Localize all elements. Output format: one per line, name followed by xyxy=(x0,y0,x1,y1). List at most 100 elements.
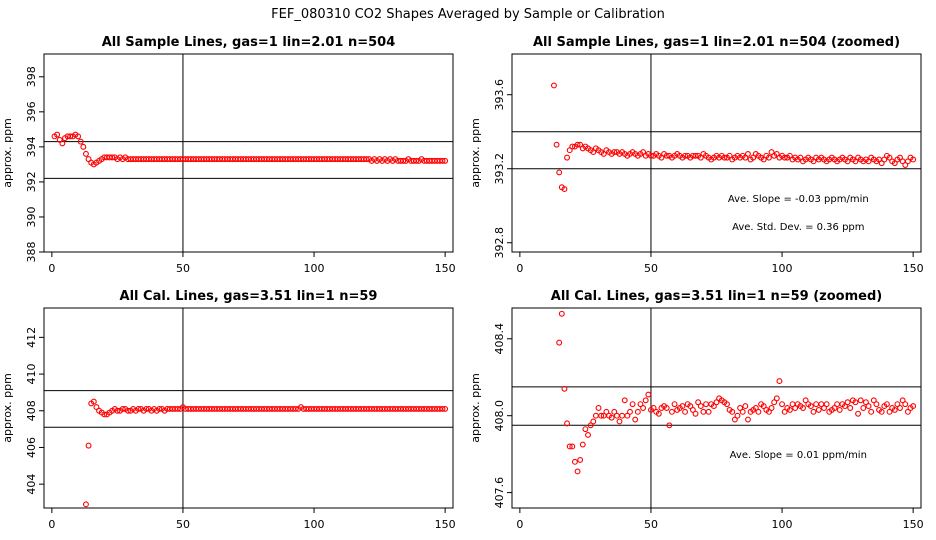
data-point xyxy=(745,416,751,423)
data-point xyxy=(894,401,901,408)
x-tick-label: 100 xyxy=(772,262,793,275)
data-point xyxy=(655,410,662,417)
data-point xyxy=(695,399,702,406)
chart-panel-4: All Cal. Lines, gas=3.51 lin=1 n=59 (zoo… xyxy=(469,289,924,531)
x-tick-label: 150 xyxy=(435,262,456,275)
data-point xyxy=(729,408,736,415)
data-point xyxy=(836,406,843,413)
data-point xyxy=(632,416,639,423)
data-point xyxy=(682,408,688,415)
data-point xyxy=(792,405,799,411)
data-point xyxy=(870,397,877,404)
y-tick-label: 392.8 xyxy=(493,227,506,259)
data-point xyxy=(648,152,654,159)
panels: All Sample Lines, gas=1 lin=2.01 n=504 0 5… xyxy=(1,35,924,531)
y-tick-label: 407.6 xyxy=(493,477,506,509)
data-points xyxy=(550,82,917,193)
data-point xyxy=(671,401,678,408)
y-axis-label: approx. ppm xyxy=(469,373,482,443)
data-point xyxy=(682,152,688,159)
plot-frame xyxy=(511,53,922,253)
x-tick-label: 50 xyxy=(644,518,658,531)
data-point xyxy=(713,399,720,406)
y-tick-label: 408.0 xyxy=(493,400,506,432)
data-point xyxy=(886,408,893,415)
data-point xyxy=(768,405,775,411)
y-tick-label: 390 xyxy=(25,206,38,227)
data-point xyxy=(760,403,767,410)
data-point xyxy=(687,403,694,410)
data-point xyxy=(873,401,880,408)
data-point xyxy=(627,408,633,415)
data-point xyxy=(174,405,181,412)
data-point xyxy=(773,395,780,402)
data-point xyxy=(802,397,809,404)
data-point xyxy=(883,401,890,408)
data-point xyxy=(439,405,446,412)
data-point xyxy=(109,154,116,161)
data-point xyxy=(897,405,903,411)
data-point xyxy=(899,397,906,404)
data-point xyxy=(556,339,563,346)
data-point xyxy=(67,133,74,140)
data-point xyxy=(637,401,644,408)
data-point xyxy=(413,157,420,164)
data-point xyxy=(582,426,589,433)
annotation-text: Ave. Slope = 0.01 ppm/min xyxy=(730,450,867,461)
data-point xyxy=(645,391,652,398)
plot-frame xyxy=(43,307,454,509)
data-point xyxy=(119,405,126,412)
chart-panel-2: All Sample Lines, gas=1 lin=2.01 n=504 (… xyxy=(469,35,924,275)
x-tick-label: 0 xyxy=(48,518,55,531)
data-point xyxy=(904,408,911,415)
y-tick-label: 398 xyxy=(25,66,38,87)
data-point xyxy=(857,397,864,404)
data-point xyxy=(815,406,822,413)
data-point xyxy=(80,143,87,150)
data-point xyxy=(847,405,854,411)
data-point xyxy=(862,399,869,406)
data-point xyxy=(823,401,830,408)
data-point xyxy=(363,156,370,163)
y-tick-label: 410 xyxy=(25,364,38,385)
data-point xyxy=(553,141,560,148)
data-point xyxy=(595,405,602,411)
y-tick-label: 392 xyxy=(25,171,38,192)
data-point xyxy=(574,141,581,148)
x-tick-label: 150 xyxy=(435,518,456,531)
data-point xyxy=(629,401,636,408)
y-tick-label: 388 xyxy=(25,242,38,263)
data-point xyxy=(124,407,131,414)
data-point xyxy=(574,468,581,475)
data-point xyxy=(692,152,699,159)
y-axis-label: approx. ppm xyxy=(1,373,14,443)
data-point xyxy=(734,412,741,419)
data-point xyxy=(77,138,84,145)
data-point xyxy=(624,412,631,419)
data-point xyxy=(585,431,591,438)
data-points xyxy=(556,310,917,475)
y-tick-label: 404 xyxy=(25,474,38,495)
data-point xyxy=(608,414,615,421)
data-point xyxy=(910,403,917,410)
data-point xyxy=(739,408,746,415)
data-point xyxy=(564,420,571,427)
data-point xyxy=(85,442,92,449)
data-point xyxy=(679,403,686,410)
data-point xyxy=(550,82,557,89)
data-point xyxy=(781,408,788,415)
chart-panel-3: All Cal. Lines, gas=3.51 lin=1 n=59 0 50 10… xyxy=(1,289,456,531)
data-point xyxy=(566,443,573,450)
annotation-text: Ave. Std. Dev. = 0.36 ppm xyxy=(732,222,864,233)
data-point xyxy=(663,405,670,411)
data-point xyxy=(82,150,89,157)
x-tick-label: 150 xyxy=(903,262,924,275)
y-tick-label: 394 xyxy=(25,136,38,157)
data-point xyxy=(902,401,909,408)
data-point xyxy=(611,408,618,415)
data-point xyxy=(852,399,859,406)
annotation-text: Ave. Slope = -0.03 ppm/min xyxy=(728,194,869,205)
x-tick-label: 100 xyxy=(772,518,793,531)
data-point xyxy=(737,405,744,411)
chart-title: All Sample Lines, gas=1 lin=2.01 n=504 xyxy=(102,35,396,50)
